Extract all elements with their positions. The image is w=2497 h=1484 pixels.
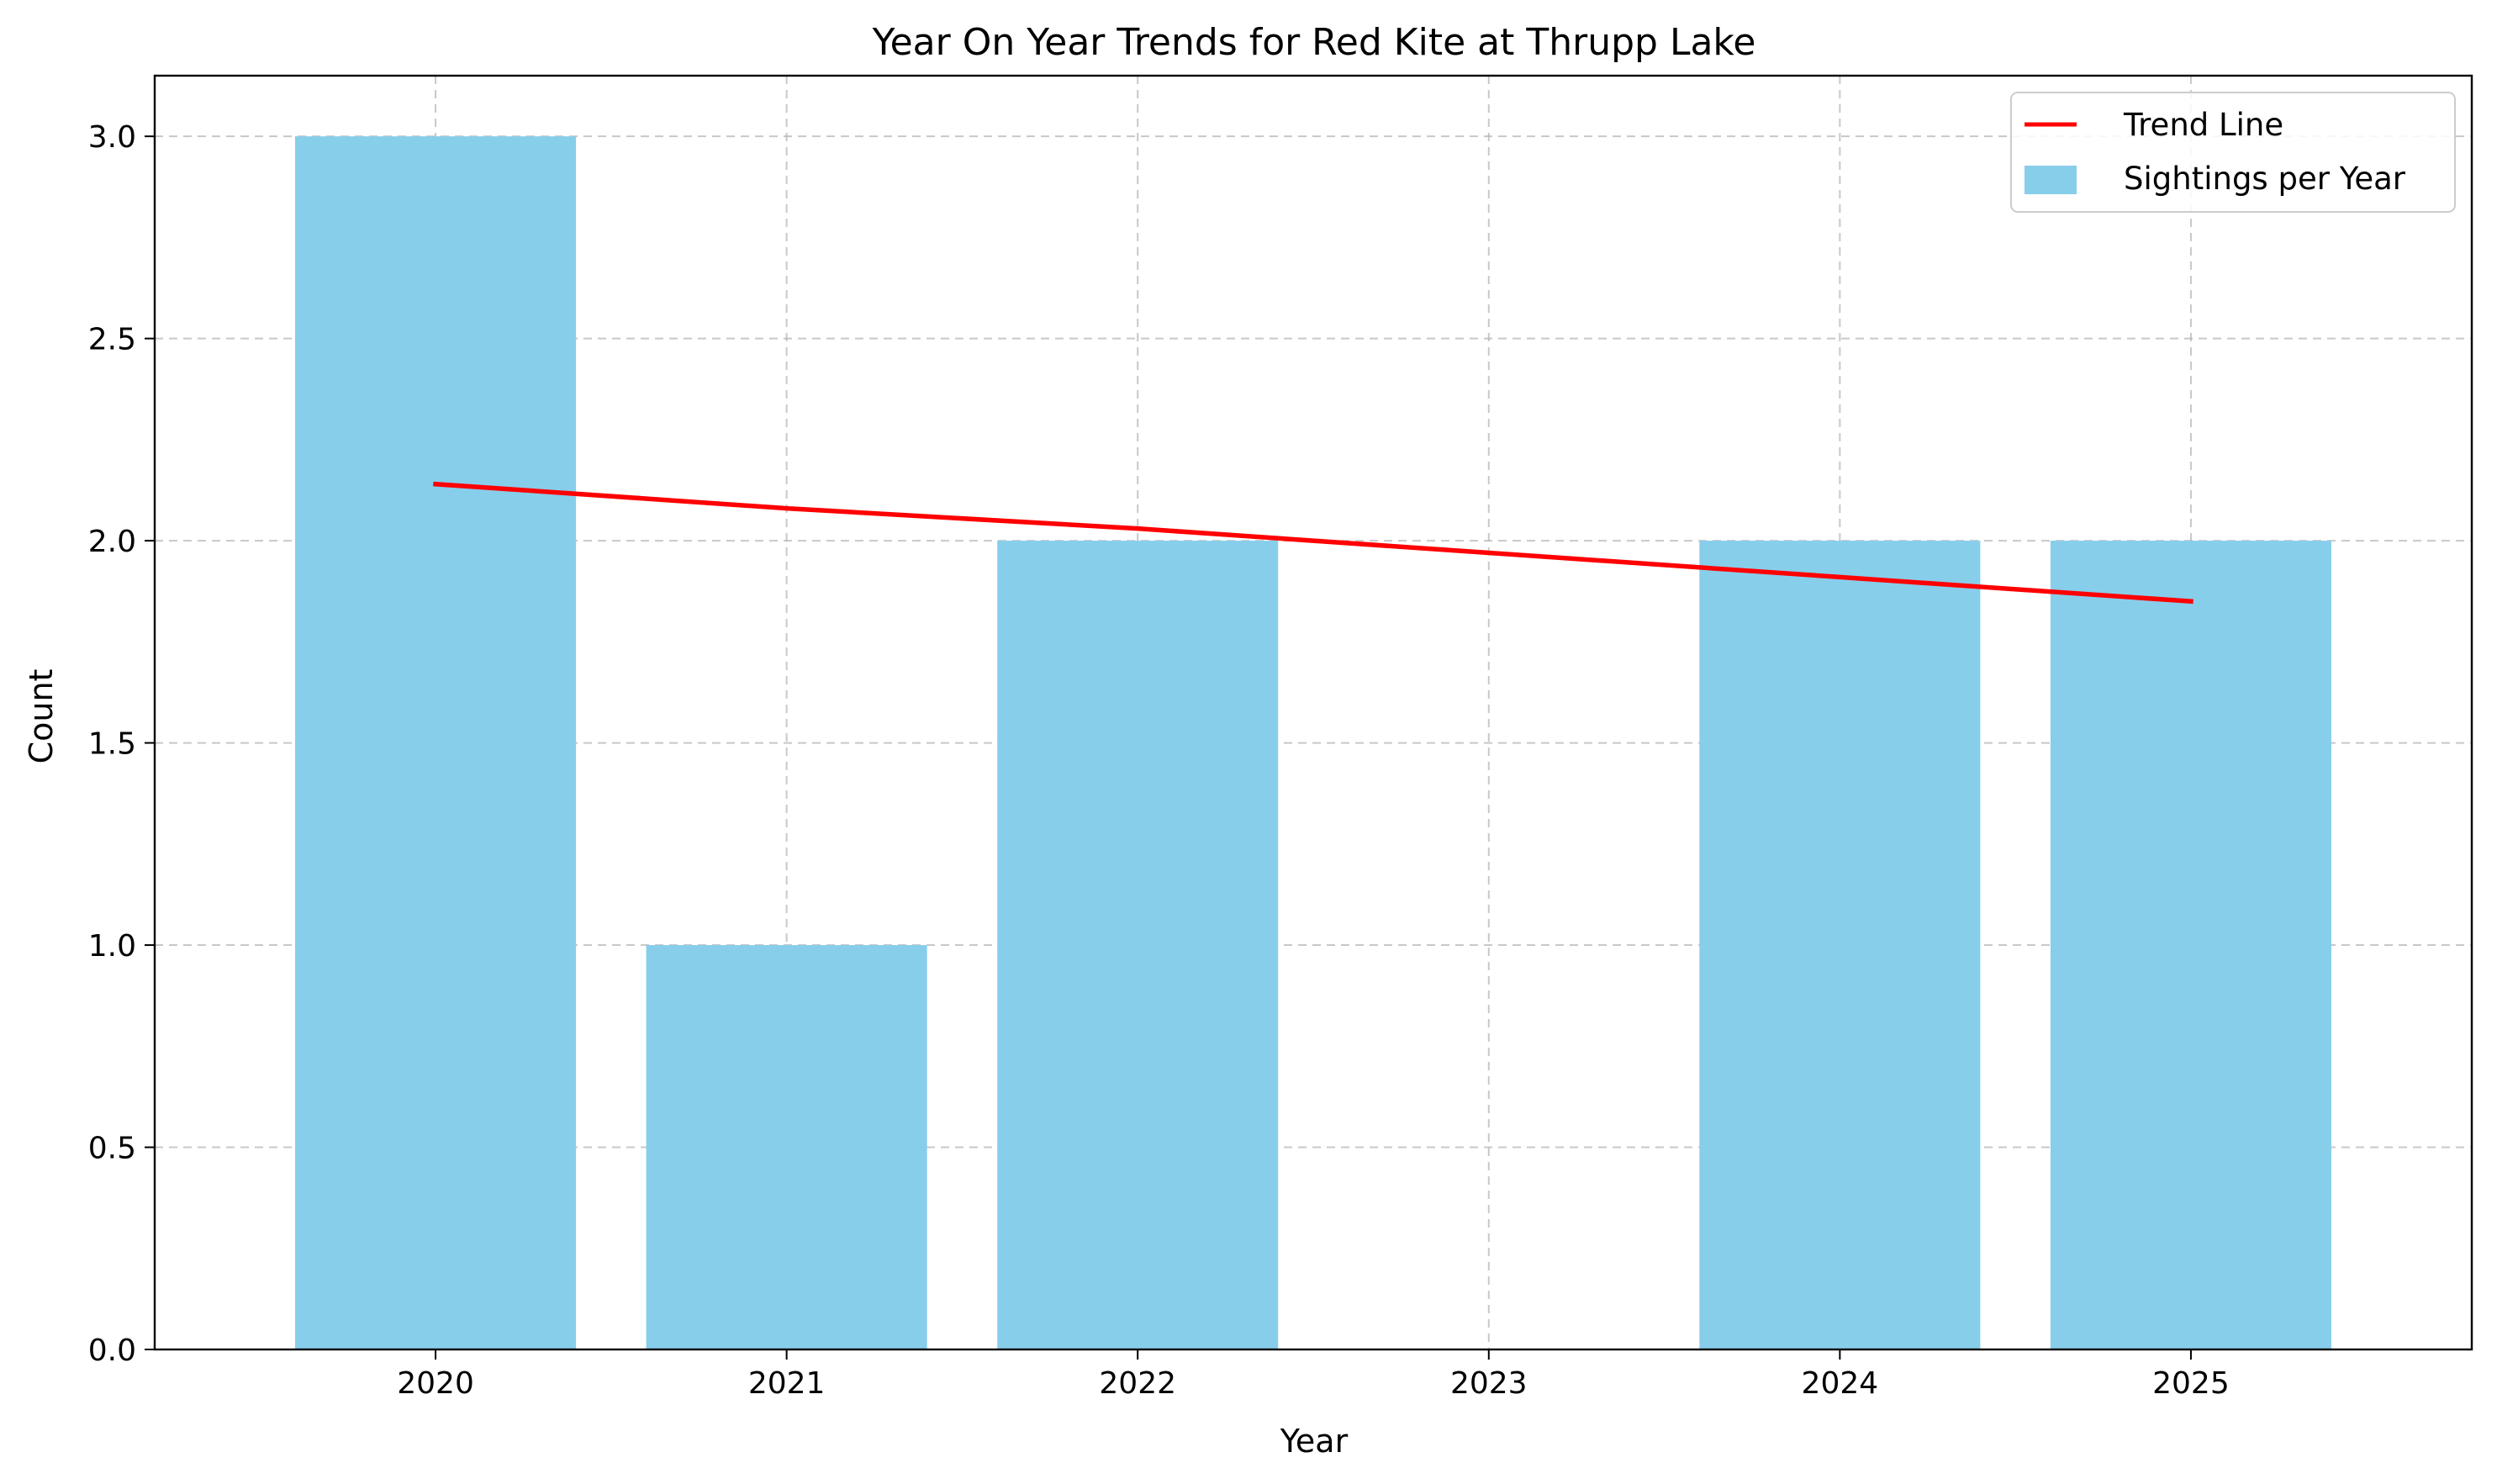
trend-line-layer bbox=[433, 481, 2193, 605]
x-tick-label: 2022 bbox=[1099, 1366, 1176, 1401]
legend-box bbox=[2010, 92, 2456, 213]
x-axis-ticks: 2020 2021 2022 2023 2024 2025 bbox=[397, 1349, 2230, 1401]
bar-2021 bbox=[646, 945, 927, 1349]
x-axis-label: Year bbox=[1280, 1423, 1349, 1460]
bar-2025 bbox=[2050, 541, 2331, 1349]
bar-2020 bbox=[295, 136, 577, 1350]
x-tick-label: 2023 bbox=[1450, 1366, 1528, 1401]
x-tick-label: 2024 bbox=[1802, 1366, 1879, 1401]
y-tick-label: 0.5 bbox=[88, 1132, 136, 1166]
y-axis-ticks: 0.0 0.5 1.0 1.5 2.0 2.5 3.0 bbox=[88, 120, 155, 1368]
y-axis-label: Count bbox=[23, 669, 60, 764]
x-tick-label: 2020 bbox=[397, 1366, 474, 1401]
x-tick-label: 2021 bbox=[748, 1366, 826, 1401]
x-tick-label: 2025 bbox=[2152, 1366, 2230, 1401]
y-tick-label: 2.5 bbox=[88, 323, 136, 357]
y-tick-label: 0.0 bbox=[88, 1333, 136, 1368]
legend-label-trend-line: Trend Line bbox=[2123, 107, 2283, 143]
legend-label-sightings: Sightings per Year bbox=[2124, 161, 2406, 197]
chart-title: Year On Year Trends for Red Kite at Thru… bbox=[872, 21, 1756, 64]
legend: Trend Line Sightings per Year bbox=[2010, 92, 2456, 213]
plot-frame bbox=[153, 74, 2473, 1351]
y-tick-label: 2.0 bbox=[88, 525, 136, 559]
legend-swatch-sightings bbox=[2025, 166, 2077, 194]
y-tick-label: 1.5 bbox=[88, 727, 136, 762]
bars bbox=[295, 136, 2331, 1350]
y-tick-label: 1.0 bbox=[88, 929, 136, 964]
y-tick-label: 3.0 bbox=[88, 120, 136, 155]
bar-2022 bbox=[997, 541, 1279, 1349]
trend-line bbox=[433, 481, 2193, 605]
bar-2024 bbox=[1699, 541, 1981, 1349]
